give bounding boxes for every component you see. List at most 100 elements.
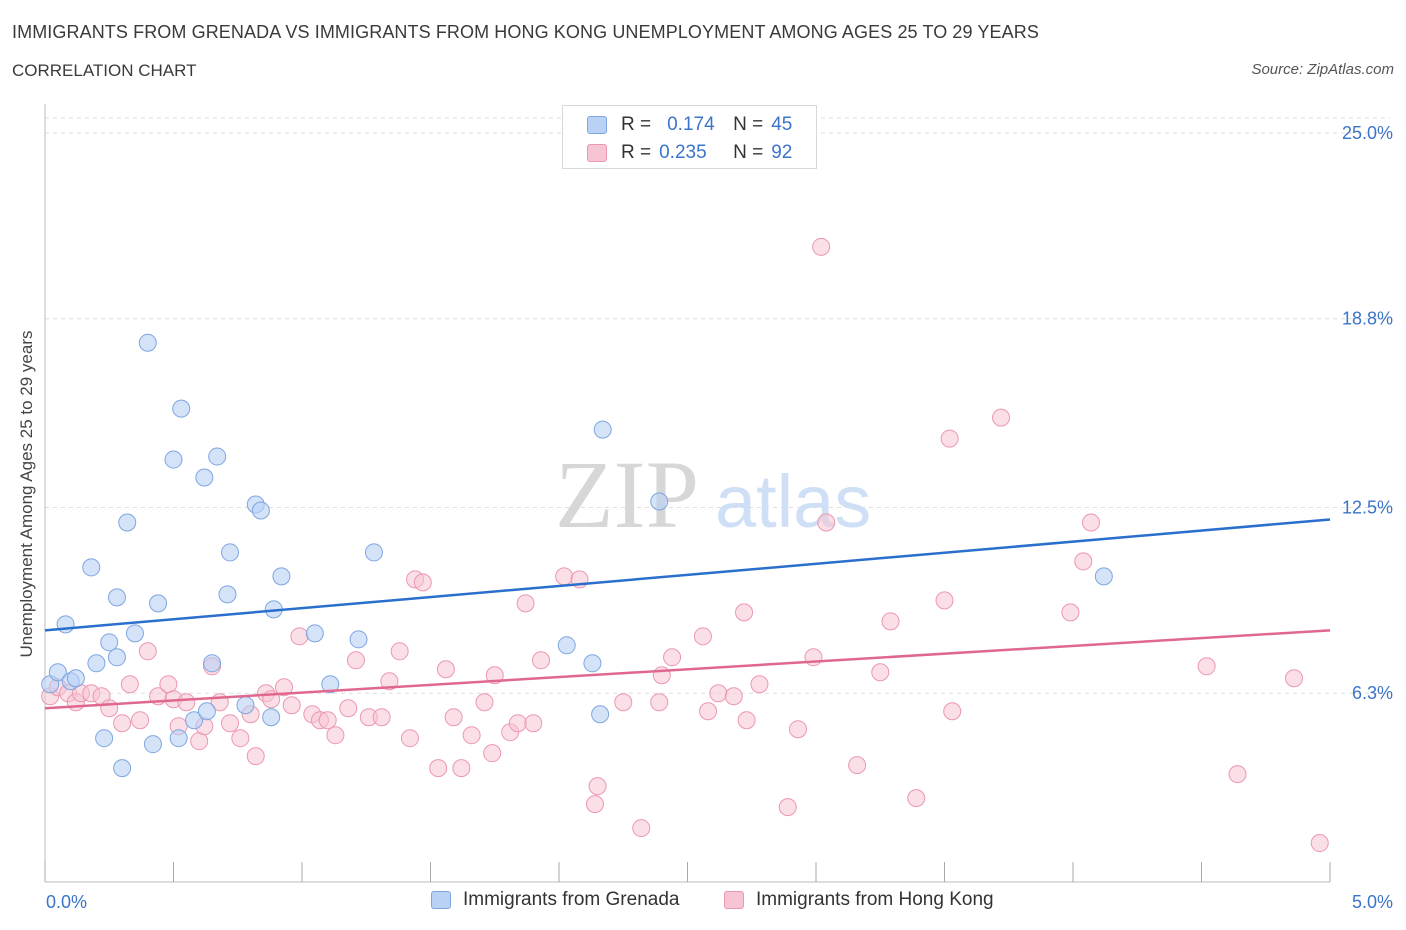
grenada-point [195,468,214,487]
grenada-point [172,399,191,418]
hongkong-point [881,612,900,631]
chart-subtitle: CORRELATION CHART [12,61,197,80]
hongkong-point [231,729,250,748]
hongkong-point [778,798,797,817]
grenada-point [349,630,368,649]
grenada-point [251,501,270,520]
hongkong-point [871,663,890,682]
hongkong-point [346,651,365,670]
grenada-point [236,696,255,715]
series-legend: Immigrants from Grenada Immigrants from … [0,889,1406,915]
grenada-point [169,729,188,748]
hongkong-point [190,732,209,751]
hongkong-point [475,693,494,712]
source-label: Source: ZipAtlas.com [1251,61,1394,78]
hongkong-point [907,789,926,808]
hongkong-trend-line [44,629,1331,710]
hongkong-point [390,642,409,661]
grenada-point [125,624,144,643]
grenada-point [149,594,168,613]
y-tick-label: 12.5% [1342,497,1393,517]
hongkong-point [737,711,756,730]
hongkong-point [1285,669,1304,688]
grenada-point [591,705,610,724]
hongkong-point [750,675,769,694]
legend-swatch-grenada [587,116,607,134]
hongkong-point [943,702,962,721]
grenada-point [66,669,85,688]
x-tick-label: 0.0% [46,892,87,912]
hongkong-point [935,591,954,610]
chart-title: IMMIGRANTS FROM GRENADA VS IMMIGRANTS FR… [12,22,1039,42]
hongkong-point [735,603,754,622]
grenada-point [364,543,383,562]
hongkong-point [436,660,455,679]
trend-lines [44,518,1331,710]
grenada-point [185,711,204,730]
hongkong-point [177,693,196,712]
hongkong-point [532,651,551,670]
hongkong-point [400,729,419,748]
hongkong-point [282,696,301,715]
legend-item-grenada: Immigrants from Grenada [431,889,679,911]
hongkong-point [318,711,337,730]
hongkong-point [275,678,294,697]
hongkong-point [508,714,527,733]
grenada-points [41,333,1113,778]
hongkong-point [632,819,651,838]
grenada-point [118,513,137,532]
hongkong-point [789,720,808,739]
hongkong-point [290,627,309,646]
watermark: ZIP atlas [555,441,871,548]
hongkong-point [555,567,574,586]
hongkong-point [413,573,432,592]
hongkong-point [585,795,604,814]
legend-n-label: N = [733,114,764,135]
watermark-zip: ZIP [555,441,699,548]
legend-n-value-grenada: 45 [771,114,793,135]
watermark-atlas: atlas [715,460,871,543]
hongkong-point [817,513,836,532]
grenada-point [164,450,183,469]
correlation-legend: R = 0.174 N = 45 R = 0.235 N = 92 [562,105,817,169]
hongkong-point [650,693,669,712]
grenada-point [95,729,114,748]
grenada-point [87,654,106,673]
legend-label-grenada: Immigrants from Grenada [463,889,680,910]
y-tick-label: 25.0% [1342,123,1393,143]
y-tick-label: 6.3% [1352,683,1393,703]
grenada-point [593,420,612,439]
grid-lines [45,117,1390,694]
hongkong-point [100,699,119,718]
hongkong-point [326,726,345,745]
grenada-point [82,558,101,577]
grenada-point [113,759,132,778]
grenada-point [203,654,222,673]
grenada-point [583,654,602,673]
y-tick-label: 18.8% [1342,309,1393,329]
hongkong-point [848,756,867,775]
grenada-point [218,585,237,604]
grenada-point [100,633,119,652]
hongkong-point [588,777,607,796]
grenada-point [107,588,126,607]
legend-label-hongkong: Immigrants from Hong Kong [756,889,994,910]
grenada-point [262,708,281,727]
hongkong-point [372,708,391,727]
grenada-point [321,675,340,694]
hongkong-point [812,237,831,256]
hongkong-point [699,702,718,721]
grenada-point [557,636,576,655]
x-tick-label: 5.0% [1352,892,1393,912]
legend-swatch-hongkong [587,144,607,162]
legend-item-hongkong: Immigrants from Hong Kong [724,889,994,911]
hongkong-point [221,714,240,733]
hongkong-point [693,627,712,646]
hongkong-point [120,675,139,694]
hongkong-point [992,408,1011,427]
hongkong-point [452,759,471,778]
legend-row-hongkong: R = 0.235 N = 92 [587,141,792,165]
legend-n-value-hongkong: 92 [771,142,793,163]
hongkong-point [663,648,682,667]
